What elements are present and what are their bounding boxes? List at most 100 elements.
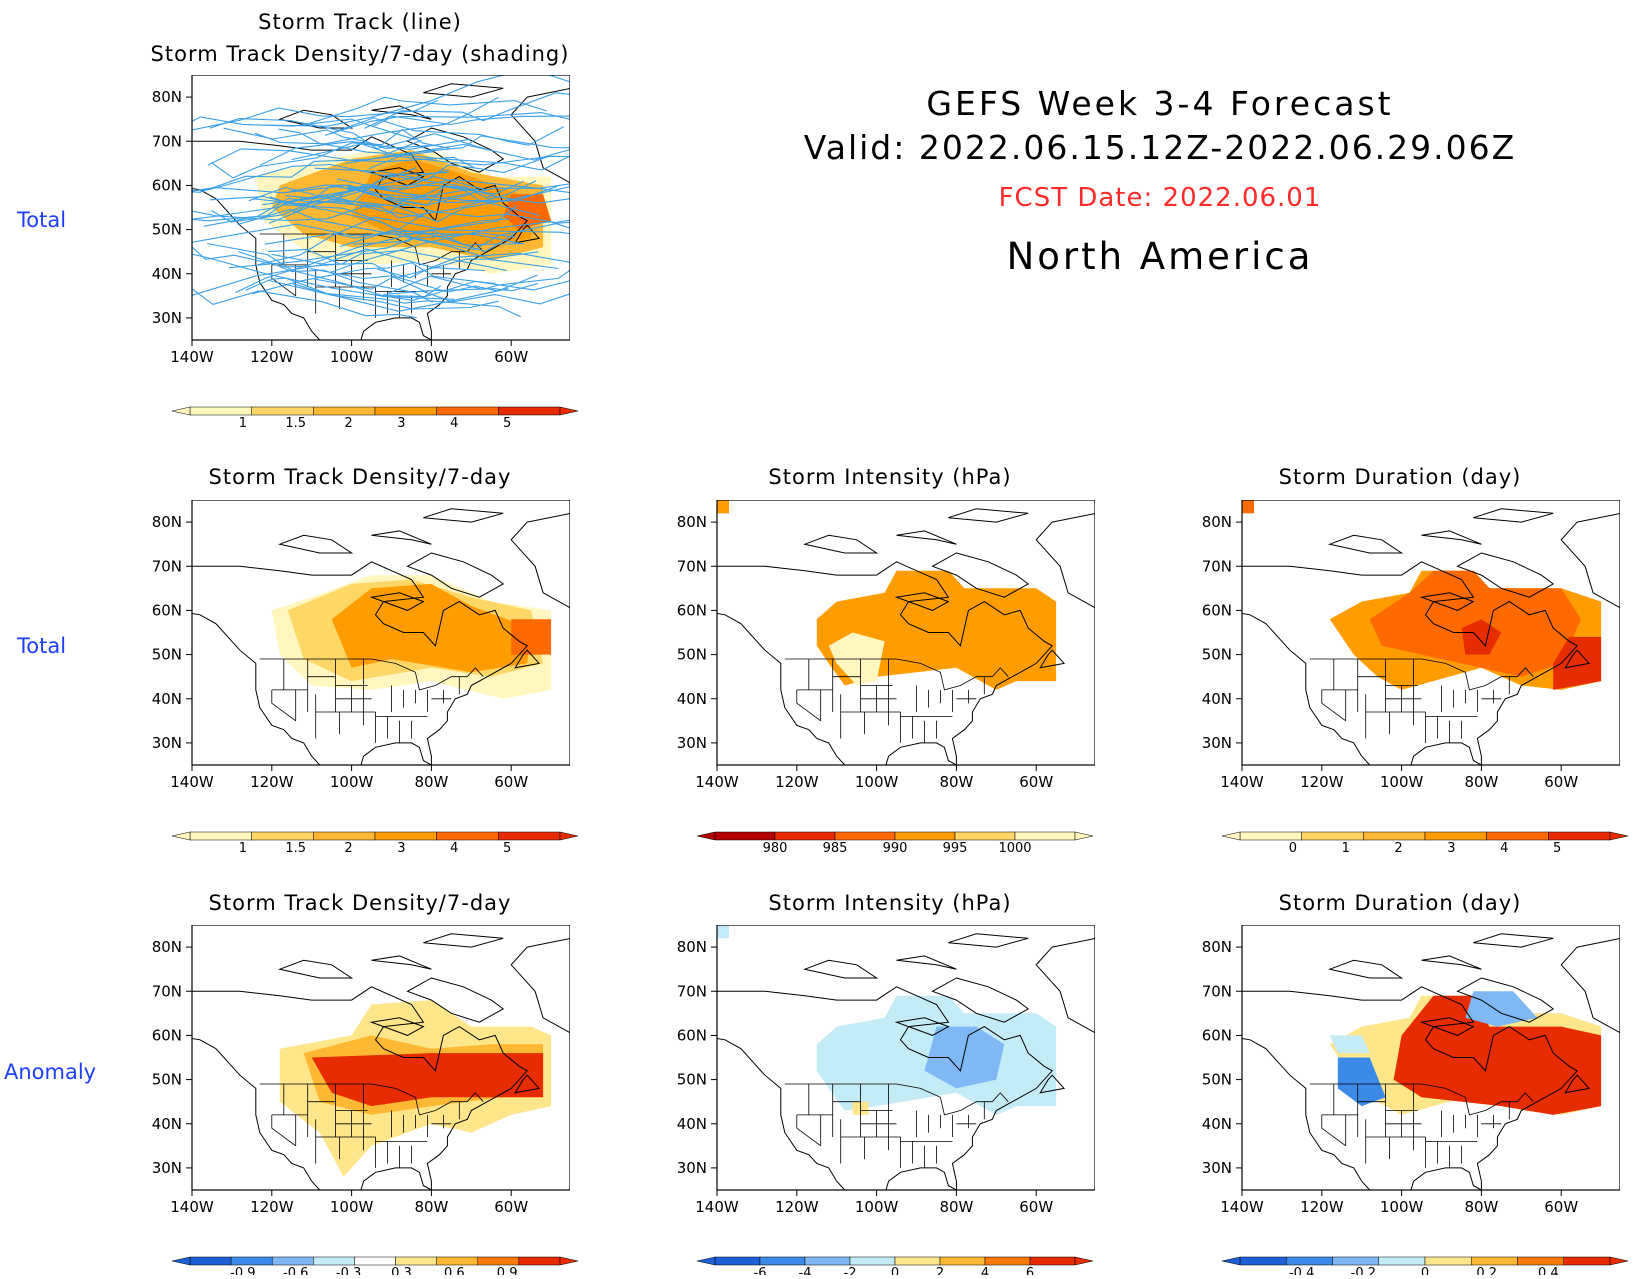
- intensity-anom-lon-label: 60W: [1019, 1198, 1053, 1216]
- colorbar-swatch: [374, 831, 437, 841]
- colorbar-tick-label: 0.6: [444, 1266, 465, 1275]
- duration-total-lat-label: 30N: [1202, 734, 1232, 752]
- duration-total-border-line: [1321, 689, 1346, 722]
- density-anom-border-line: [271, 1114, 296, 1147]
- colorbar-left-arrow: [171, 1256, 191, 1266]
- duration-total-island-outline: [1328, 534, 1404, 554]
- density-total-title: Storm Track Density/7-day: [208, 465, 512, 489]
- storm-track-line: [346, 186, 570, 224]
- density-anom-island-outline: [423, 933, 504, 948]
- track-island-outline: [371, 105, 432, 120]
- density-anom-lat-label: 30N: [152, 1159, 182, 1177]
- storm-track-line: [268, 248, 507, 272]
- storm-track-line: [386, 188, 570, 215]
- storm-track-line: [332, 117, 565, 146]
- intensity-anom-island-outline: [896, 955, 957, 970]
- track-lon-label: 80W: [414, 348, 448, 366]
- density-total-border-line: [371, 658, 484, 691]
- density-anom-border-line: [371, 1083, 484, 1116]
- density-total-island-outline: [406, 552, 505, 598]
- colorbar-swatch: [251, 831, 314, 841]
- colorbar-tick-label: -2: [844, 1266, 857, 1275]
- storm-track-line: [269, 277, 509, 312]
- intensity-anom-lon-label: 100W: [855, 1198, 899, 1216]
- colorbar-swatch: [436, 406, 499, 416]
- intensity-anom-island-outline: [948, 933, 1029, 948]
- duration-anom-svg: 80N 70N 60N 50N 40N 30N 140W 120W 100W 80W 60W: [1202, 925, 1620, 1216]
- duration-total-lon-label: 60W: [1544, 773, 1578, 791]
- colorbar-swatch: [189, 831, 252, 841]
- density-total-colorbar: 1 1.5 2 3 4 5: [170, 830, 580, 856]
- colorbar-tick-label: 2: [1394, 841, 1402, 856]
- colorbar-tick-label: -0.9: [230, 1266, 255, 1275]
- density-anom-island-outline: [371, 955, 432, 970]
- storm-track-line: [368, 143, 570, 170]
- density-anomaly-map: 80N 70N 60N 50N 40N 30N 140W 120W 100W 80W 60W: [130, 925, 570, 1245]
- duration-anom-island-outline: [1456, 977, 1555, 1023]
- duration-total-colorbar: 0 1 2 3 4 5: [1220, 830, 1630, 856]
- duration-anom-island-outline: [1328, 959, 1404, 979]
- colorbar-tick-label: 0.3: [391, 1266, 412, 1275]
- duration-total-shading: [1553, 636, 1602, 690]
- storm-track-line: [377, 252, 570, 279]
- colorbar-right-arrow: [1074, 1256, 1094, 1266]
- density-anom-island-outline: [406, 977, 505, 1023]
- colorbar-tick-label: 4: [450, 841, 458, 856]
- cb-ia-svg: -6 -4 -2 0 2 4 6: [696, 1256, 1094, 1279]
- intensity-total-border-line: [796, 689, 821, 722]
- intensity-anom-lat-label: 60N: [677, 1026, 707, 1044]
- track-svg: 80N 70N 60N 50N 40N 30N 140W 120W 100W 80W 60W: [152, 75, 570, 366]
- intensity-total-colorbar: 980 985 990 995 1000: [695, 830, 1095, 856]
- density-total-lat-label: 40N: [152, 690, 182, 708]
- colorbar-tick-label: 2: [344, 841, 352, 856]
- storm-track-line: [329, 221, 570, 274]
- duration-total-lat-label: 70N: [1202, 557, 1232, 575]
- duration-total-lat-label: 60N: [1202, 601, 1232, 619]
- colorbar-tick-label: -0.3: [336, 1266, 361, 1275]
- intensity-anom-island-outline: [1035, 937, 1095, 1034]
- storm-track-line: [210, 138, 472, 179]
- intensity-total-island-outline: [1039, 649, 1066, 669]
- storm-track-line: [289, 184, 495, 206]
- density-anom-lon-label: 80W: [414, 1198, 448, 1216]
- density-total-map: 80N 70N 60N 50N 40N 30N 140W 120W 100W 80W 60W: [130, 500, 570, 820]
- density-anom-lat-label: 50N: [152, 1071, 182, 1089]
- storm-track-line: [248, 186, 513, 223]
- colorbar-tick-label: 1000: [998, 841, 1031, 856]
- track-island-outline: [423, 83, 504, 98]
- colorbar-tick-label: -4: [799, 1266, 812, 1275]
- density-total-island-outline: [371, 530, 432, 545]
- density-total-lat-label: 50N: [152, 646, 182, 664]
- intensity-total-frame: [716, 500, 1095, 766]
- density-total-lat-label: 60N: [152, 601, 182, 619]
- duration-anom-shading: [1329, 1035, 1370, 1054]
- intensity-total-shading: [717, 500, 729, 514]
- intensity-anom-lat-label: 30N: [677, 1159, 707, 1177]
- storm-track-line: [192, 197, 423, 218]
- density-anom-lon-label: 140W: [170, 1198, 214, 1216]
- colorbar-tick-label: 1: [239, 841, 247, 856]
- track-lon-label: 100W: [330, 348, 374, 366]
- intensity-total-map: 80N 70N 60N 50N 40N 30N 140W 120W 100W 80W 60W: [655, 500, 1095, 820]
- density-total-border-line: [271, 689, 296, 722]
- duration-total-island-outline: [1564, 649, 1591, 669]
- storm-track-line: [228, 232, 516, 269]
- colorbar-swatch: [759, 1256, 806, 1266]
- duration-anom-lat-label: 80N: [1202, 938, 1232, 956]
- colorbar-swatch: [1424, 831, 1487, 841]
- intensity-total-lat-label: 60N: [677, 601, 707, 619]
- forecast-date: FCST Date: 2022.06.01: [998, 183, 1322, 213]
- storm-track-line: [209, 118, 488, 150]
- colorbar-swatch: [1424, 1256, 1472, 1266]
- storm-track-line: [235, 218, 510, 294]
- colorbar-swatch: [271, 1256, 314, 1266]
- intensity-total-island-outline: [1035, 512, 1095, 609]
- colorbar-swatch: [230, 1256, 273, 1266]
- colorbar-tick-label: 4: [450, 416, 458, 431]
- intensity-anom-coastline: [717, 986, 1053, 1190]
- duration-anom-island-outline: [1564, 1074, 1591, 1094]
- storm-track-line: [314, 274, 538, 293]
- density-anom-island-outline: [278, 959, 354, 979]
- colorbar-tick-label: 0: [1289, 841, 1297, 856]
- storm-track-line: [309, 268, 539, 292]
